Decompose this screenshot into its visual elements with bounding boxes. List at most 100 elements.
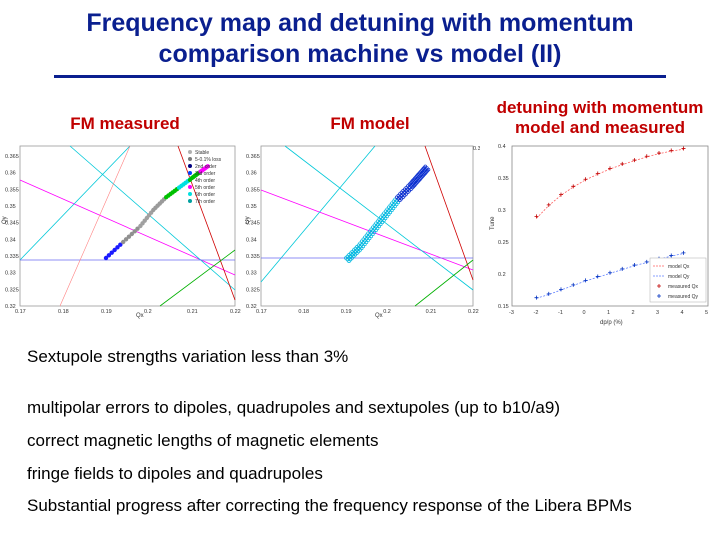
y-tick-label: 0.34 xyxy=(5,237,16,243)
detuning-point xyxy=(657,151,661,156)
resonance-line xyxy=(177,145,236,301)
legend-marker xyxy=(188,185,192,189)
detuning-point xyxy=(681,146,686,151)
detuning-point xyxy=(534,214,539,219)
fm-point xyxy=(205,164,210,169)
x-axis-label: Qx xyxy=(136,313,144,319)
fm-point xyxy=(135,226,140,231)
y-tick-label: 0.33 xyxy=(246,271,257,277)
detuning-point xyxy=(595,171,600,176)
label-fm-model: FM model xyxy=(330,114,410,133)
resonance-line xyxy=(260,189,474,271)
legend-entry: measured Qy xyxy=(668,294,699,300)
label-detuning-line2: model and measured xyxy=(514,118,686,137)
y-tick-label: 0.325 xyxy=(5,287,19,293)
detuning-plot: -3 -2 -1 0 1 2 3 4 5 0.4 0.35 0.3 0.25 0.2 0.15 Tune d… xyxy=(490,144,709,326)
detuning-point xyxy=(681,250,686,255)
x-tick-label: 0 xyxy=(583,310,586,316)
y-tick-label: 0.35 xyxy=(498,176,509,182)
detuning-point xyxy=(669,253,674,258)
fm-model-plot: 0.17 0.18 0.19 0.2 0.21 0.22 0.365 0.36 0.355 0.3… xyxy=(245,145,480,319)
body-line-3: correct magnetic lengths of magnetic ele… xyxy=(27,431,379,450)
detuning-point xyxy=(571,184,576,189)
legend-entry: 6th order xyxy=(195,192,215,198)
y-tick-label: 0.345 xyxy=(5,221,19,227)
y-tick-label: 0.325 xyxy=(246,287,260,293)
y-axis-label: Tune xyxy=(490,216,496,230)
legend-marker xyxy=(188,150,192,154)
legend-entry: 5-0.1% loss xyxy=(195,157,222,163)
legend-marker xyxy=(188,192,192,196)
y-tick-label: 0.35 xyxy=(5,204,16,210)
detuning-point xyxy=(620,161,625,166)
fm-point xyxy=(118,242,123,247)
detuning-point xyxy=(583,177,588,182)
body-line-4: fringe fields to dipoles and quadrupoles xyxy=(27,464,323,483)
y-tick-label: 0.37 xyxy=(473,146,480,152)
legend-entry: 4th order xyxy=(195,178,215,184)
y-tick-label: 0.34 xyxy=(246,237,257,243)
x-tick-label: 0.21 xyxy=(187,309,198,315)
x-tick-label: -1 xyxy=(558,310,563,316)
plot-frame xyxy=(260,145,474,307)
fm-measured-plot: 0.17 0.18 0.19 0.2 0.21 0.22 0.365 0.36 0.355 0.3… xyxy=(2,145,241,319)
x-tick-label: 0.22 xyxy=(230,309,241,315)
detuning-point xyxy=(559,287,563,292)
legend-marker xyxy=(188,171,192,175)
y-tick-label: 0.36 xyxy=(246,171,257,177)
x-tick-label: -2 xyxy=(534,310,539,316)
y-tick-label: 0.4 xyxy=(498,144,506,150)
fm-point xyxy=(103,255,109,261)
legend-marker xyxy=(188,178,192,182)
legend-entry: model Qy xyxy=(668,274,690,280)
y-tick-label: 0.35 xyxy=(246,204,257,210)
detuning-point xyxy=(534,295,539,300)
detuning-point xyxy=(632,158,637,163)
y-tick-label: 0.36 xyxy=(5,171,16,177)
legend-marker xyxy=(657,284,661,288)
detuning-point xyxy=(620,266,625,271)
fm-point xyxy=(115,245,120,250)
fm-point xyxy=(121,239,126,245)
fm-point xyxy=(132,229,137,234)
body-line-5: Substantial progress after correcting th… xyxy=(27,496,632,515)
detuning-point xyxy=(571,282,576,287)
resonance-line xyxy=(69,145,236,291)
legend-entry: 3rd order xyxy=(195,171,216,177)
y-tick-label: 0.3 xyxy=(498,208,506,214)
resonance-line xyxy=(19,145,131,261)
legend-entry: model Qx xyxy=(668,264,690,270)
resonance-lines xyxy=(260,145,474,307)
label-detuning-line1: detuning with momentum xyxy=(496,98,704,117)
detuning-legend: model Qx model Qy measured Qx measured Qy xyxy=(649,257,707,303)
y-tick-label: 0.32 xyxy=(246,304,257,310)
detuning-point xyxy=(583,278,588,283)
detuning-point xyxy=(546,291,551,296)
fm-point xyxy=(126,234,132,239)
y-tick-label: 0.33 xyxy=(5,271,16,277)
fm-point xyxy=(109,250,114,255)
legend-entry: 2nd order xyxy=(195,164,217,170)
legend-entry: 5th order xyxy=(195,185,215,191)
detuning-point xyxy=(595,274,600,279)
resonance-line xyxy=(159,249,236,307)
detuning-point xyxy=(559,192,563,197)
x-tick-label: -3 xyxy=(509,310,514,316)
legend-marker xyxy=(657,294,661,298)
x-tick-label: 1 xyxy=(607,310,610,316)
detuning-point xyxy=(632,263,637,268)
resonance-line xyxy=(260,145,376,283)
legend-marker xyxy=(188,164,192,168)
y-tick-label: 0.32 xyxy=(5,304,16,310)
title-underline xyxy=(54,75,666,78)
detuning-point xyxy=(644,154,649,159)
x-tick-label: 0.17 xyxy=(15,309,26,315)
resonance-line xyxy=(424,145,474,281)
y-tick-label: 0.25 xyxy=(498,240,509,246)
y-tick-label: 0.365 xyxy=(246,154,260,160)
x-tick-label: 0.19 xyxy=(101,309,112,315)
resonance-line xyxy=(414,259,474,307)
fm-point xyxy=(426,167,431,172)
y-tick-label: 0.335 xyxy=(246,254,260,260)
